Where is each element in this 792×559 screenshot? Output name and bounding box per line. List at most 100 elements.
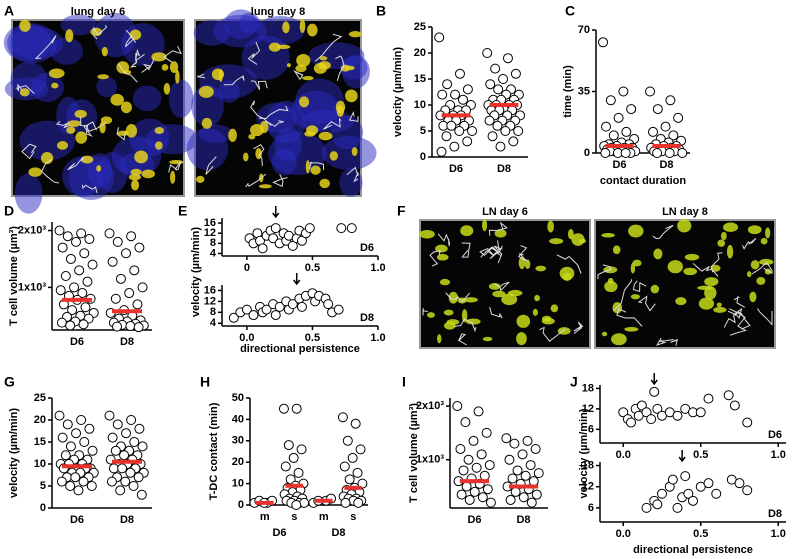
x-tick-label: 0.5 (693, 449, 708, 461)
data-point (641, 407, 652, 418)
y-tick-label: 0 (584, 147, 590, 159)
track (437, 233, 451, 247)
data-point (473, 406, 484, 417)
cell (604, 281, 618, 293)
y-tick-label: 15 (34, 436, 46, 448)
data-point (520, 470, 531, 481)
data-point (645, 86, 656, 97)
data-point (482, 484, 493, 495)
data-point (703, 478, 714, 489)
cell (299, 19, 306, 33)
data-point (137, 282, 148, 293)
data-point (241, 304, 252, 315)
x-tick-label: D8 (120, 336, 134, 348)
blue-region (256, 16, 305, 45)
data-point (509, 438, 520, 449)
cell (97, 74, 110, 80)
data-point (729, 400, 740, 411)
y-axis-label: T cell volume (µm³) (8, 226, 20, 326)
x-tick-label: D6 (467, 514, 481, 526)
cell (747, 225, 762, 235)
data-point (120, 476, 131, 487)
cell (765, 227, 771, 239)
y-tick-label: 8 (210, 237, 216, 249)
data-point (711, 488, 722, 499)
y-tick-label: 12 (582, 481, 594, 493)
cell (437, 334, 442, 344)
data-point (649, 386, 660, 397)
cell (750, 260, 760, 270)
data-point (664, 148, 675, 158)
data-point (605, 95, 616, 106)
panel-letter: E (178, 203, 187, 219)
cell (319, 178, 331, 189)
track (293, 69, 304, 81)
cell (96, 165, 102, 172)
y-tick-label: 6 (588, 502, 594, 514)
data-point (646, 414, 657, 425)
cell (134, 150, 148, 164)
cell (319, 56, 328, 61)
data-point (65, 320, 76, 331)
track (457, 333, 467, 346)
data-point (471, 462, 482, 473)
data-point (680, 471, 691, 482)
cell (601, 331, 608, 337)
data-point (110, 445, 121, 456)
data-point (323, 299, 334, 310)
y-tick-label: 12 (204, 295, 216, 307)
y-tick-label: 50 (232, 392, 244, 404)
y-tick-label: 20 (34, 414, 46, 426)
track (479, 246, 494, 258)
data-point (74, 265, 85, 276)
data-point (62, 419, 73, 430)
data-point (352, 467, 363, 478)
data-point (677, 148, 688, 158)
blue-region (191, 84, 224, 128)
cell (482, 336, 493, 342)
x-tick-label: D8 (659, 159, 673, 171)
data-point (268, 233, 279, 244)
x-tick-label: D8 (516, 514, 530, 526)
data-point (660, 121, 671, 132)
track (429, 250, 441, 267)
data-point (641, 502, 652, 513)
data-point (107, 432, 118, 443)
cell (439, 278, 451, 286)
x-tick-label: D6 (449, 163, 463, 175)
data-point (665, 95, 676, 106)
cell (228, 128, 237, 142)
track (80, 116, 107, 132)
x-tick-label: 0.5 (305, 262, 320, 274)
y-tick-label: 18 (582, 382, 594, 394)
track (163, 45, 182, 63)
cell (653, 248, 663, 260)
cell (667, 260, 683, 274)
y-tick-label: 30 (232, 435, 244, 447)
data-point (54, 410, 65, 421)
data-point (134, 242, 145, 253)
cell (131, 179, 140, 191)
data-point (283, 440, 294, 451)
y-axis-label: velocity (µm/min) (392, 47, 404, 137)
cell (698, 297, 715, 310)
track (117, 63, 138, 83)
data-point (350, 418, 361, 429)
track (34, 35, 57, 59)
track (489, 306, 503, 319)
data-point (55, 285, 66, 296)
data-point (734, 478, 745, 489)
cell (611, 333, 627, 346)
data-point (84, 234, 95, 245)
track (314, 33, 343, 62)
data-point (86, 481, 97, 491)
data-point (339, 461, 350, 472)
data-point (82, 276, 93, 287)
cell (494, 229, 507, 238)
data-point (462, 84, 473, 95)
data-point (133, 322, 144, 333)
arrow (272, 206, 280, 219)
track (488, 221, 508, 236)
cell (51, 82, 59, 89)
track (129, 57, 138, 68)
